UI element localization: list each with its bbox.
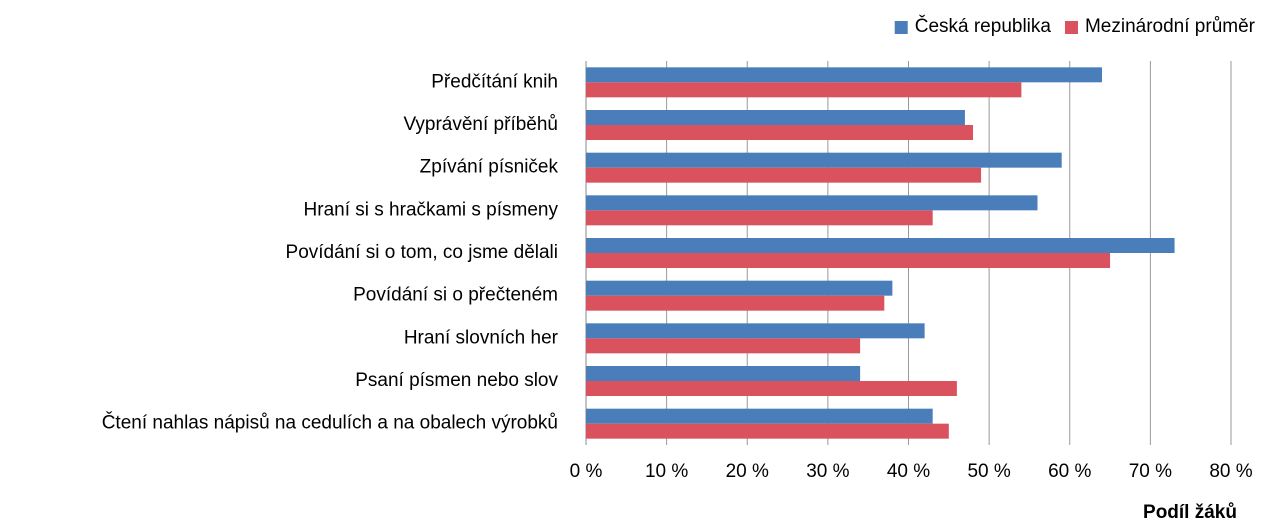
x-tick-label: 50 % [967,461,1010,482]
bar [586,323,925,339]
bar [586,253,1111,268]
y-tick-label: Psaní písmen nebo slov [355,370,558,391]
x-tick-label: 70 % [1129,461,1172,482]
y-tick-label: Vyprávění příběhů [403,114,558,135]
y-tick-label: Předčítání knih [431,71,558,92]
bar [586,67,1102,83]
bar [586,366,861,381]
y-tick-label: Hraní si s hračkami s písmeny [304,199,559,220]
x-tick-label: 30 % [806,461,849,482]
bar [586,238,1175,253]
x-tick-label: 80 % [1209,461,1252,482]
bar [586,338,861,354]
x-tick-label: 60 % [1048,461,1091,482]
bar [586,195,1038,211]
y-tick-label: Povídání si o přečteném [353,285,558,306]
y-tick-label: Povídání si o tom, co jsme dělali [286,242,558,263]
legend-label: Mezinárodní průměr [1085,16,1256,37]
bar [586,125,973,140]
bar [586,82,1022,98]
bar [586,110,965,125]
y-tick-label: Hraní slovních her [404,327,559,348]
bar [586,408,933,424]
x-tick-label: 20 % [726,461,769,482]
bar [586,152,1062,168]
legend-swatch [894,21,908,34]
bar [586,423,949,439]
x-tick-label: 0 % [570,461,603,482]
bar [586,280,893,296]
bar [586,381,957,396]
x-axis-title: Podíl žáků [1143,502,1237,523]
bar [586,210,933,226]
bar [586,167,982,183]
y-tick-label: Čtení nahlas nápisů na cedulích a na oba… [102,412,558,434]
x-tick-label: 10 % [645,461,688,482]
legend-swatch [1064,21,1078,34]
x-tick-label: 40 % [887,461,930,482]
bar [586,295,885,311]
y-tick-label: Zpívání písniček [420,157,559,178]
legend-label: Česká republika [915,15,1052,37]
